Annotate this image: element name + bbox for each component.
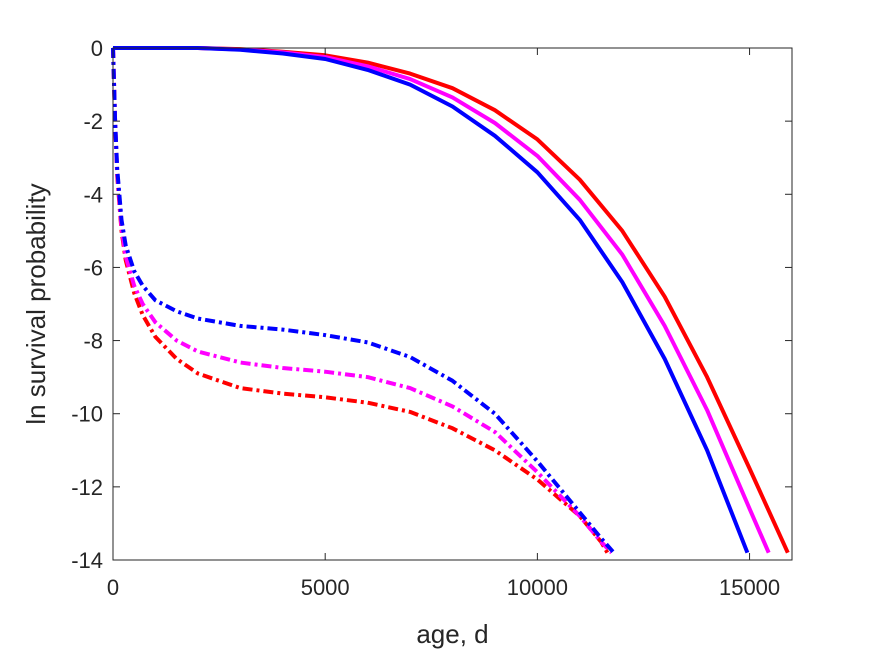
x-tick-label: 0 — [107, 575, 119, 600]
y-tick-label: -10 — [71, 402, 103, 427]
y-tick-label: 0 — [91, 36, 103, 61]
series-line-3 — [113, 46, 750, 554]
y-tick-label: -14 — [71, 548, 103, 573]
y-tick-label: -8 — [83, 329, 103, 354]
y-axis-label: ln survival probability — [21, 183, 51, 424]
y-tick-label: -2 — [83, 109, 103, 134]
series-line-6 — [111, 47, 616, 555]
ticks: 0 5000 10000 15000 0 -2 -4 -6 -8 -10 -12 -14 — [71, 36, 792, 600]
x-tick-label: 5000 — [301, 575, 350, 600]
y-tick-label: -12 — [71, 475, 103, 500]
x-axis-label: age, d — [416, 619, 488, 649]
y-tick-label: -4 — [83, 182, 103, 207]
axes-box — [112, 47, 793, 561]
y-tick-label: -6 — [83, 255, 103, 280]
axes — [112, 47, 793, 561]
x-tick-label: 15000 — [719, 575, 780, 600]
plot-area — [111, 46, 790, 555]
x-tick-label: 10000 — [507, 575, 568, 600]
